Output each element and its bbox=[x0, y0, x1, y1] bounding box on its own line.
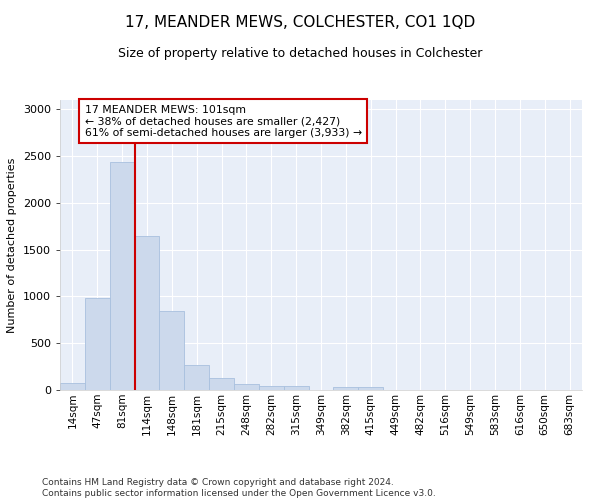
Bar bbox=[284, 386, 308, 390]
Bar bbox=[134, 236, 160, 390]
Text: 17, MEANDER MEWS, COLCHESTER, CO1 1QD: 17, MEANDER MEWS, COLCHESTER, CO1 1QD bbox=[125, 15, 475, 30]
Bar bbox=[110, 162, 134, 390]
Bar bbox=[60, 383, 85, 390]
Bar bbox=[85, 298, 110, 390]
Bar bbox=[184, 365, 209, 390]
Bar bbox=[259, 386, 284, 390]
Bar bbox=[234, 384, 259, 390]
Bar bbox=[209, 378, 234, 390]
Text: 17 MEANDER MEWS: 101sqm
← 38% of detached houses are smaller (2,427)
61% of semi: 17 MEANDER MEWS: 101sqm ← 38% of detache… bbox=[85, 104, 362, 138]
Bar bbox=[160, 312, 184, 390]
Text: Contains HM Land Registry data © Crown copyright and database right 2024.
Contai: Contains HM Land Registry data © Crown c… bbox=[42, 478, 436, 498]
Y-axis label: Number of detached properties: Number of detached properties bbox=[7, 158, 17, 332]
Bar bbox=[334, 387, 358, 390]
Bar bbox=[358, 387, 383, 390]
Text: Size of property relative to detached houses in Colchester: Size of property relative to detached ho… bbox=[118, 48, 482, 60]
